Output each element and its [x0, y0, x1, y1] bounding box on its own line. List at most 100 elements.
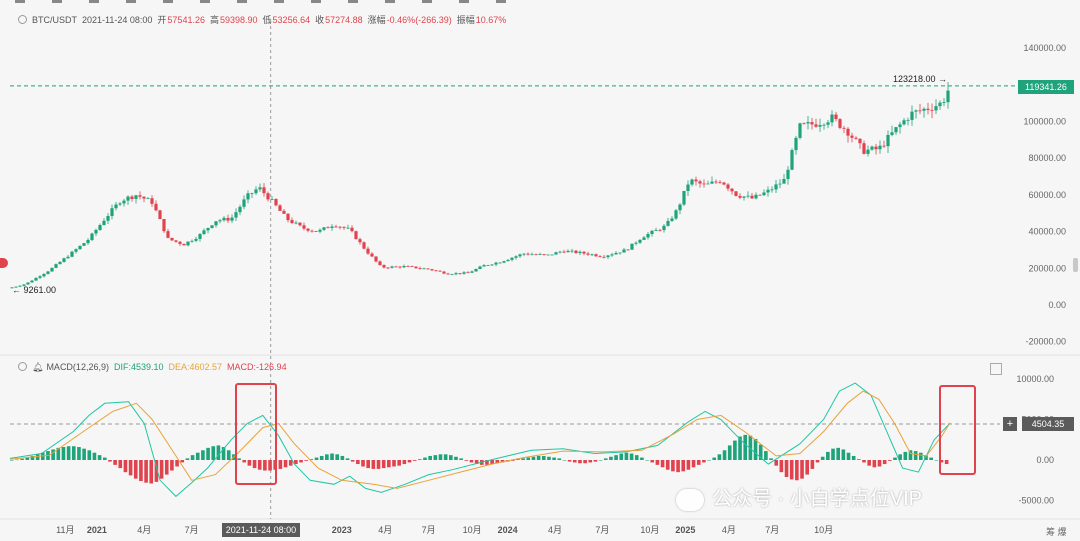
candle-body: [294, 222, 298, 224]
expand-icon[interactable]: [990, 363, 1002, 375]
candle-body: [494, 262, 498, 265]
macd-histogram-bar: [438, 454, 443, 460]
macd-histogram-bar: [862, 460, 866, 463]
candle-body: [762, 192, 766, 196]
macd-value-tag: 4504.35: [1022, 417, 1074, 431]
candle-body: [290, 220, 294, 223]
macd-histogram-bar: [629, 453, 634, 460]
macd-axis-tick: 0.00: [1036, 455, 1054, 465]
candle-body: [770, 189, 774, 191]
macd-histogram-bar: [361, 460, 365, 467]
candle-body: [246, 193, 250, 200]
macd-histogram-bar: [242, 460, 247, 463]
macd-histogram-bar: [634, 455, 639, 460]
candle-body: [922, 108, 926, 111]
candle-body: [470, 271, 474, 273]
crosshair-date-tag: 2021-11-24 08:00: [222, 523, 300, 537]
candle-body: [142, 196, 146, 199]
candle-body: [690, 179, 694, 185]
macd-header: 🔔︎ MACD(12,26,9) DIF:4539.10 DEA:4602.57 MAC…: [18, 362, 292, 373]
macd-histogram-bar: [206, 447, 210, 460]
macd-histogram-bar: [826, 451, 830, 460]
macd-histogram-bar: [97, 455, 102, 460]
macd-histogram-bar: [722, 450, 727, 460]
wechat-logo-icon: [676, 488, 704, 511]
macd-histogram-bar: [758, 444, 763, 460]
candle-body: [530, 254, 534, 256]
macd-histogram-bar: [893, 457, 897, 460]
macd-histogram-bar: [603, 458, 608, 460]
candle-body: [814, 124, 818, 127]
macd-histogram-bar: [133, 460, 138, 479]
macd-histogram-bar: [727, 445, 732, 460]
candle-body: [946, 90, 950, 103]
candle-body: [14, 286, 18, 288]
macd-histogram-bar: [660, 460, 665, 468]
candle-body: [670, 218, 674, 221]
bell-icon[interactable]: 🔔︎: [32, 362, 44, 372]
candle-body: [778, 183, 782, 185]
macd-histogram-bar: [118, 460, 123, 469]
candle-body: [150, 198, 154, 204]
candle-body: [722, 182, 726, 185]
macd-histogram-bar: [340, 455, 345, 460]
macd-histogram-bar: [345, 458, 350, 460]
macd-histogram-bar: [593, 460, 598, 462]
collapse-icon[interactable]: [18, 15, 27, 25]
candle-body: [394, 266, 398, 268]
macd-histogram-bar: [541, 455, 546, 460]
highlight-box-2021: [235, 383, 277, 485]
macd-histogram-bar: [764, 451, 768, 460]
macd-histogram-bar: [309, 459, 314, 460]
candle-body: [654, 229, 658, 231]
add-indicator-button[interactable]: +: [1003, 417, 1017, 431]
candle-body: [378, 261, 382, 266]
candle-body: [234, 212, 238, 218]
candle-body: [334, 226, 338, 228]
x-axis-tick: 2024: [498, 525, 518, 535]
candle-body: [886, 134, 890, 147]
candle-body: [458, 273, 462, 274]
candle-body: [850, 135, 854, 138]
candle-body: [554, 252, 558, 255]
candle-body: [662, 225, 666, 231]
macd-histogram-bar: [583, 460, 587, 464]
candle-body: [698, 181, 702, 184]
candle-body: [774, 184, 778, 190]
candle-body: [254, 189, 258, 194]
candle-body: [674, 210, 678, 219]
candle-body: [874, 146, 878, 150]
candle-body: [646, 234, 650, 238]
macd-histogram-bar: [691, 460, 696, 468]
candle-body: [790, 150, 794, 170]
macd-histogram-bar: [676, 460, 680, 473]
x-axis-tick: 4月: [137, 525, 151, 535]
candle-body: [522, 253, 526, 255]
candle-body: [930, 109, 934, 111]
candle-body: [486, 265, 490, 266]
macd-histogram-bar: [516, 459, 520, 460]
candle-body: [330, 226, 334, 228]
macd-histogram-bar: [789, 460, 794, 480]
macd-histogram-bar: [402, 460, 407, 465]
candle-body: [122, 200, 126, 204]
x-axis-tick: 4月: [722, 525, 736, 535]
candle-body: [418, 268, 422, 269]
candle-body: [162, 219, 166, 232]
candle-body: [86, 239, 90, 244]
x-axis-tick: 10月: [463, 525, 482, 535]
x-axis-tick: 7月: [595, 525, 609, 535]
candle-body: [350, 227, 354, 232]
candle-body: [366, 248, 370, 254]
candle-body: [606, 255, 610, 258]
macd-histogram-bar: [810, 460, 815, 469]
candle-body: [474, 269, 478, 272]
macd-histogram-bar: [702, 460, 706, 463]
candle-body: [566, 250, 570, 253]
scroll-left-handle[interactable]: [0, 258, 8, 268]
scroll-right-handle[interactable]: [1073, 258, 1078, 272]
candle-body: [134, 195, 138, 199]
collapse-icon[interactable]: [18, 362, 27, 372]
